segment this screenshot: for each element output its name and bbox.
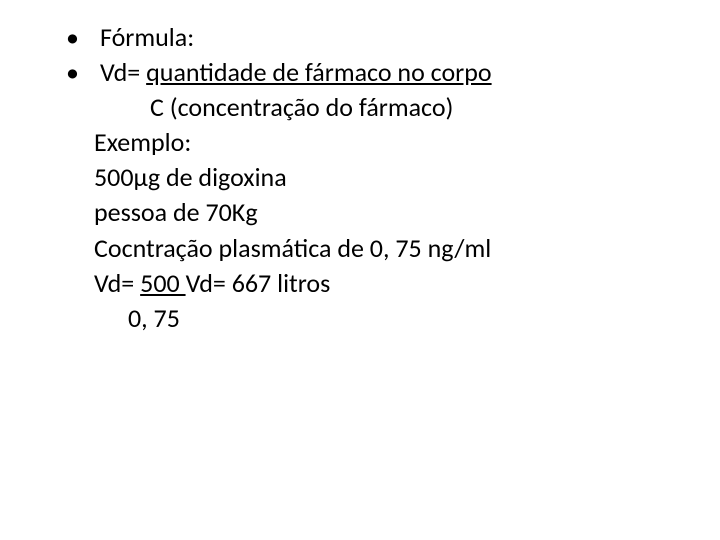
text-line-digoxina: 500µg de digoxina — [60, 160, 660, 195]
text-peso: pessoa de 70Kg — [94, 196, 258, 228]
text-line-exemplo: Exemplo: — [60, 125, 660, 160]
bullet-dot-icon: • — [60, 20, 100, 55]
vd-calc-result: Vd= 667 litros — [186, 267, 331, 299]
formula-denominator: C (concentração do fármaco) — [150, 91, 453, 123]
bullet-text-1: Fórmula: — [100, 20, 660, 55]
bullet-item-2: • Vd= quantidade de fármaco no corpo — [60, 55, 660, 90]
bullet-item-1: • Fórmula: — [60, 20, 660, 55]
text-line-concentracao: Cocntração plasmática de 0, 75 ng/ml — [60, 231, 660, 266]
text-line-vd-denom: 0, 75 — [60, 301, 660, 336]
vd-calc-numerator: 500 — [140, 267, 185, 299]
text-concentracao: Cocntração plasmática de 0, 75 ng/ml — [94, 232, 491, 264]
formula-prefix: Vd= — [100, 56, 146, 88]
formula-numerator: quantidade de fármaco no corpo — [146, 56, 491, 88]
vd-calc-prefix: Vd= — [94, 267, 140, 299]
text-digoxina: 500µg de digoxina — [94, 161, 287, 193]
slide-body: • Fórmula: • Vd= quantidade de fármaco n… — [0, 0, 720, 356]
bullet-text-2: Vd= quantidade de fármaco no corpo — [100, 55, 660, 90]
text-line-peso: pessoa de 70Kg — [60, 195, 660, 230]
vd-calc-denominator: 0, 75 — [128, 302, 180, 334]
bullet-dot-icon: • — [60, 55, 100, 90]
formula-denominator-line: C (concentração do fármaco) — [60, 90, 660, 125]
text-exemplo: Exemplo: — [94, 126, 191, 158]
text-line-vd-calc: Vd= 500 Vd= 667 litros — [60, 266, 660, 301]
